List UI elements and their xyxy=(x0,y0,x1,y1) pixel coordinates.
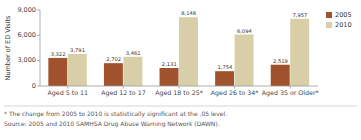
y-tick-label: 6,000 xyxy=(17,31,36,39)
data-labels: 3,322 2,702 2,131 1,754 2,519 3,791 3,461 8,148… xyxy=(51,10,308,70)
bars xyxy=(48,17,309,86)
data-label: 8,148 xyxy=(181,10,196,16)
data-label: 3,322 xyxy=(51,51,66,57)
data-label: 7,957 xyxy=(293,12,308,18)
y-axis: 0 3,000 6,000 9,000 xyxy=(17,6,40,90)
bar xyxy=(271,65,290,86)
bar xyxy=(290,19,309,86)
data-label: 2,131 xyxy=(162,61,177,67)
y-tick xyxy=(37,35,40,36)
data-label: 1,754 xyxy=(217,64,233,70)
bar xyxy=(215,71,234,86)
y-tick-label: 3,000 xyxy=(17,56,36,64)
data-label: 6,094 xyxy=(237,28,253,34)
page: {"chart_data": {"type": "bar", "categori… xyxy=(0,0,361,140)
x-tick-label: Aged 35 or Older* xyxy=(262,89,319,97)
bar xyxy=(160,68,179,86)
bar xyxy=(123,57,142,86)
footnote: * The change from 2005 to 2010 is statis… xyxy=(4,110,227,118)
data-label: 2,702 xyxy=(106,56,121,62)
x-tick-label: Aged 12 to 17 xyxy=(101,89,146,97)
bar xyxy=(104,63,123,86)
y-axis-label: Number of ED Visits xyxy=(4,15,12,81)
footnote-rule xyxy=(4,106,357,107)
footnote: Source: 2005 and 2010 SAMHSA Drug Abuse … xyxy=(4,120,220,128)
data-label: 3,461 xyxy=(126,50,141,56)
data-label: 2,519 xyxy=(273,58,288,64)
bar xyxy=(68,54,87,86)
y-tick xyxy=(37,86,40,87)
y-tick xyxy=(37,10,40,11)
legend-swatch xyxy=(326,22,332,28)
x-axis: Aged 5 to 11 Aged 12 to 17 Aged 18 to 25* A… xyxy=(48,86,319,97)
legend-swatch xyxy=(326,12,332,18)
bar xyxy=(235,35,254,86)
x-tick-label: Aged 5 to 11 xyxy=(48,89,89,97)
legend-label: 2005 xyxy=(335,11,352,19)
x-tick-label: Aged 26 to 34* xyxy=(211,89,259,97)
bar xyxy=(179,17,198,86)
bar xyxy=(48,58,67,86)
chart: 0 3,000 6,000 9,000 Number of ED Visits 3,322… xyxy=(0,0,361,140)
y-tick xyxy=(37,60,40,61)
y-tick-label: 9,000 xyxy=(17,6,36,14)
legend: 2005 2010 xyxy=(326,11,352,29)
legend-label: 2010 xyxy=(335,21,352,29)
y-axis-line xyxy=(40,10,41,86)
y-tick-label: 0 xyxy=(32,82,36,90)
x-tick-label: Aged 18 to 25* xyxy=(155,89,203,97)
data-label: 3,791 xyxy=(70,47,85,53)
